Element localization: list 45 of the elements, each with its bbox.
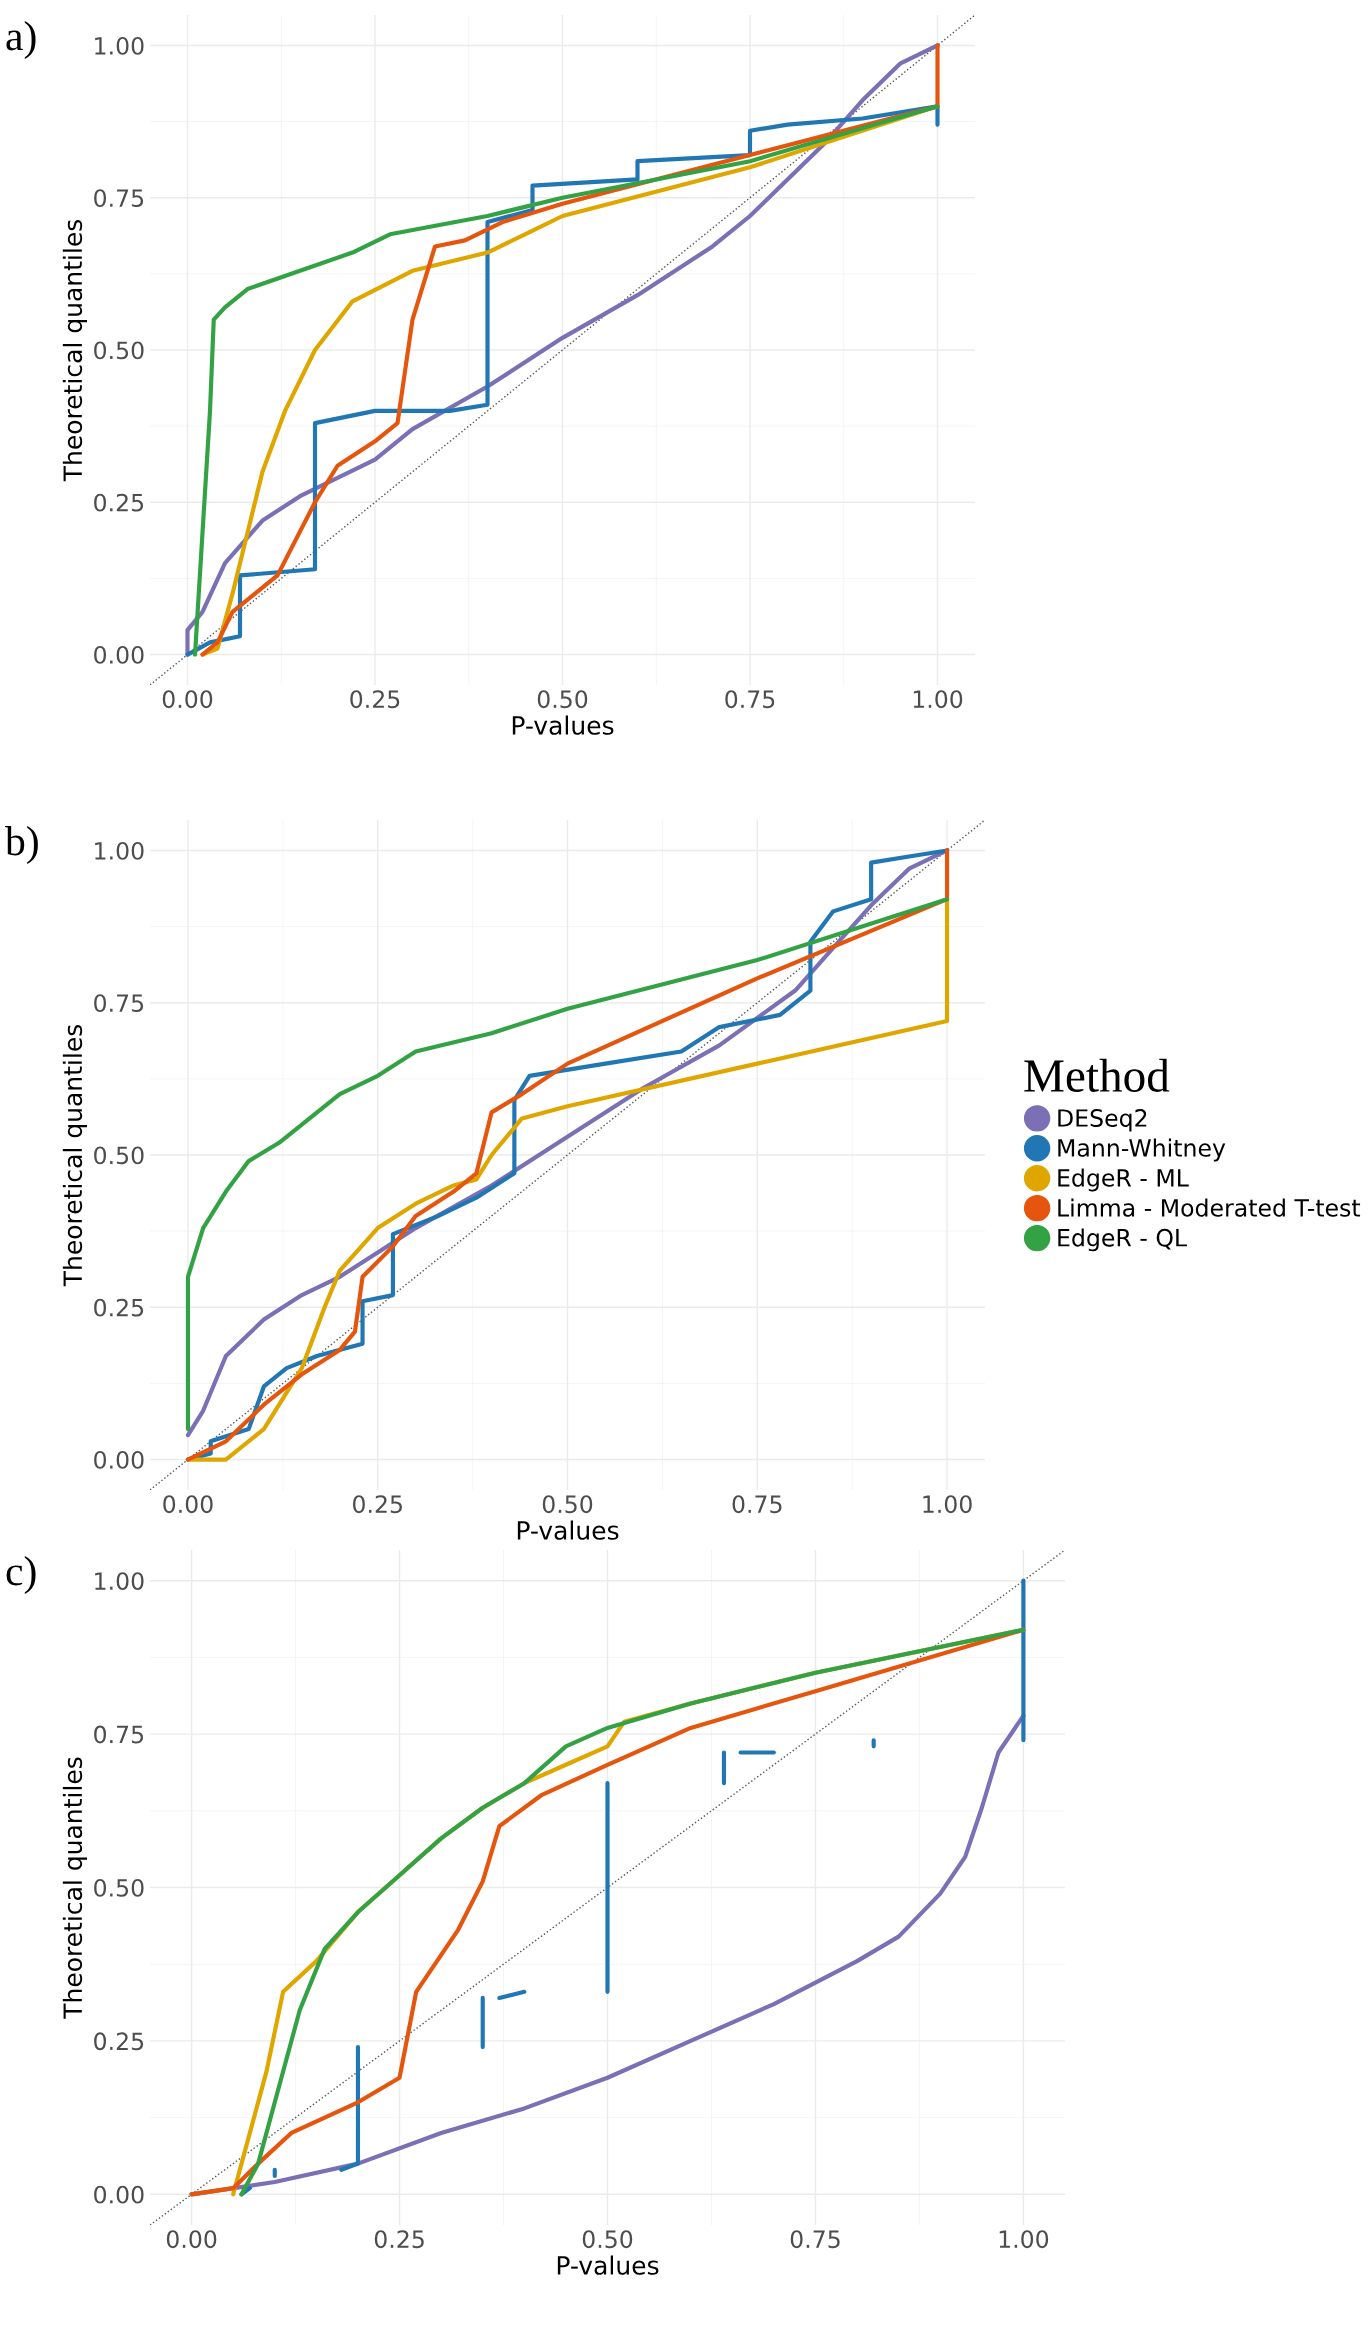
y-tick-label: 0.00: [94, 1450, 144, 1469]
legend-label: EdgeR - ML: [1058, 1168, 1189, 1192]
x-tick-label: 1.00: [913, 690, 963, 709]
y-axis-title: Theoretical quantiles: [62, 1757, 88, 2019]
y-tick-label: 0.00: [94, 645, 144, 664]
legend-label: EdgeR - QL: [1058, 1228, 1187, 1252]
x-tick-label: 0.00: [166, 2230, 217, 2249]
y-tick-label: 0.25: [94, 493, 144, 512]
x-tick-label: 0.75: [790, 2230, 840, 2249]
y-tick-label: 1.00: [95, 841, 144, 860]
x-tick-label: 0.50: [582, 2230, 633, 2249]
y-tick-label: 0.50: [94, 341, 144, 360]
y-tick-label: 0.75: [94, 1725, 144, 1744]
y-tick-label: 0.75: [94, 189, 144, 208]
x-axis-title: P-values: [512, 715, 614, 735]
x-axis-title: P-values: [517, 1520, 619, 1540]
x-tick-label: 0.00: [162, 690, 213, 709]
y-tick-label: 0.00: [94, 2185, 144, 2204]
legend-label: Mann-Whitney: [1058, 1138, 1226, 1162]
x-axis-title: P-values: [557, 2255, 659, 2275]
x-tick-label: 0.25: [374, 2230, 424, 2249]
x-tick-label: 0.75: [725, 690, 775, 709]
text: a): [6, 21, 36, 59]
x-tick-label: 1.00: [923, 1495, 972, 1514]
y-tick-label: 0.50: [94, 1146, 144, 1165]
y-tick-label: 1.00: [95, 1572, 144, 1590]
y-tick-label: 0.25: [94, 2032, 144, 2051]
y-tick-label: 0.50: [94, 1878, 144, 1897]
legend-label: DESeq2: [1058, 1109, 1147, 1132]
y-axis-title: Theoretical quantiles: [62, 1024, 88, 1287]
x-tick-label: 0.75: [732, 1495, 782, 1514]
y-tick-label: 0.75: [94, 994, 144, 1013]
text: b): [5, 826, 38, 864]
x-tick-label: 0.25: [350, 690, 400, 709]
y-axis-title: Theoretical quantiles: [62, 219, 88, 482]
legend-title: Method: [1024, 1058, 1170, 1092]
legend-label: Limma - Moderated T-test: [1058, 1198, 1361, 1217]
y-tick-label: 1.00: [95, 36, 144, 55]
x-tick-label: 0.50: [542, 1495, 593, 1514]
x-tick-label: 1.00: [999, 2230, 1049, 2249]
text: c): [6, 1556, 36, 1594]
y-tick-label: 0.25: [94, 1298, 144, 1317]
x-tick-label: 0.50: [537, 690, 588, 709]
x-tick-label: 0.00: [163, 1495, 213, 1514]
x-tick-label: 0.25: [353, 1495, 402, 1514]
